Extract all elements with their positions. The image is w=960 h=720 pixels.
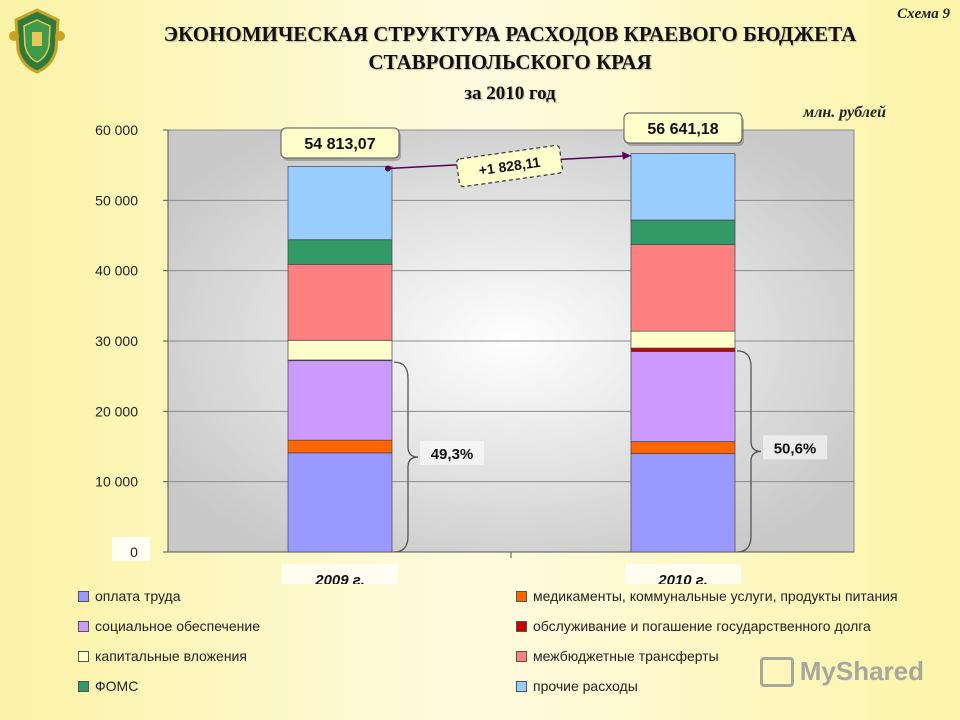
legend-swatch: [78, 650, 89, 662]
legend-swatch: [516, 680, 527, 692]
y-tick-label: 20 000: [95, 403, 138, 419]
y-tick-label: 0: [130, 544, 138, 560]
bar-segment-other: [630, 153, 736, 221]
watermark: MyShared: [759, 656, 924, 687]
total-callout: [280, 127, 400, 159]
legend-item-salary: оплата труда: [78, 588, 180, 604]
bar-segment-salary: [630, 453, 736, 553]
bar-segment-foms: [287, 239, 393, 265]
legend-item-transfers: межбюджетные трансферты: [516, 648, 719, 664]
category-label-box: [625, 564, 741, 584]
legend-swatch: [516, 590, 527, 602]
bar-segment-capital: [630, 330, 736, 349]
zero-label-box: [112, 537, 150, 561]
bar-segment-transfers: [630, 244, 736, 332]
stacked-bar-chart: 0 10 000 20 000 30 000 40 000 50 000 60 000 20…: [95, 112, 855, 584]
legend-item-social: социальное обеспечение: [78, 618, 260, 634]
legend-swatch: [78, 680, 89, 692]
category-label: 2009 г.: [314, 572, 365, 584]
total-label: 54 813,07: [304, 136, 375, 153]
share-label: 50,6%: [774, 440, 817, 457]
legend-label: обслуживание и погашение государственног…: [533, 618, 871, 634]
watermark-text: MyShared: [799, 656, 924, 686]
bar-segment-other: [287, 166, 393, 241]
y-tick-label: 30 000: [95, 333, 138, 349]
bar-segment-medicine: [630, 441, 736, 454]
difference-callout: +1 828,11: [455, 144, 564, 188]
y-tick-label: 60 000: [95, 122, 138, 138]
scheme-number: Схема 9: [897, 6, 950, 22]
legend-item-medicine: медикаменты, коммунальные услуги, продук…: [516, 588, 898, 604]
bar-segment-salary: [287, 452, 393, 553]
category-label-box: [282, 564, 398, 584]
chart-legend: оплата труда медикаменты, коммунальные ус…: [72, 584, 952, 712]
page-subtitle-year: за 2010 год: [464, 83, 556, 104]
legend-label: оплата труда: [95, 588, 181, 604]
bar-segment-foms: [630, 219, 736, 245]
y-tick-label: 40 000: [95, 263, 138, 279]
legend-item-capital: капитальные вложения: [78, 648, 247, 664]
bar-segment-social: [287, 360, 393, 441]
legend-label: прочие расходы: [533, 678, 638, 694]
y-tick-label: 50 000: [95, 192, 138, 208]
difference-box: [455, 144, 564, 188]
difference-arrow-head: [622, 151, 631, 160]
total-label: 56 641,18: [647, 121, 718, 138]
coat-of-arms-icon: [9, 8, 65, 74]
legend-label: медикаменты, коммунальные услуги, продук…: [533, 588, 898, 604]
share-brace: [393, 361, 419, 553]
legend-label: межбюджетные трансферты: [533, 648, 719, 664]
bar-segment-social: [630, 351, 736, 442]
legend-label: капитальные вложения: [95, 648, 247, 664]
bar-segment-debt: [630, 347, 736, 352]
legend-item-other: прочие расходы: [516, 678, 638, 694]
bar-segment-capital: [287, 339, 393, 361]
page-title-line-1: ЭКОНОМИЧЕСКАЯ СТРУКТУРА РАСХОДОВ КРАЕВОГ…: [163, 22, 857, 46]
legend-item-debt: обслуживание и погашение государственног…: [516, 618, 871, 634]
share-brace: [736, 350, 762, 553]
legend-swatch: [516, 650, 527, 662]
legend-label: ФОМС: [95, 678, 139, 694]
bar-segment-transfers: [287, 263, 393, 341]
share-label-box: [420, 441, 484, 466]
units-label: млн. рублей: [803, 104, 886, 121]
difference-arrow-start: [385, 165, 391, 172]
bar-segment-medicine: [287, 439, 393, 454]
legend-label: социальное обеспечение: [95, 618, 260, 634]
legend-item-foms: ФОМС: [78, 678, 138, 694]
page-title-line-2: СТАВРОПОЛЬСКОГО КРАЯ: [368, 50, 652, 74]
total-callout: [623, 112, 743, 144]
myshared-logo-icon: [759, 656, 794, 687]
legend-swatch: [516, 620, 527, 632]
share-label: 49,3%: [431, 446, 474, 463]
category-label: 2010 г.: [657, 572, 708, 584]
legend-swatch: [78, 620, 89, 632]
y-tick-label: 10 000: [95, 474, 138, 490]
share-label-box: [763, 435, 827, 460]
legend-swatch: [78, 590, 89, 602]
